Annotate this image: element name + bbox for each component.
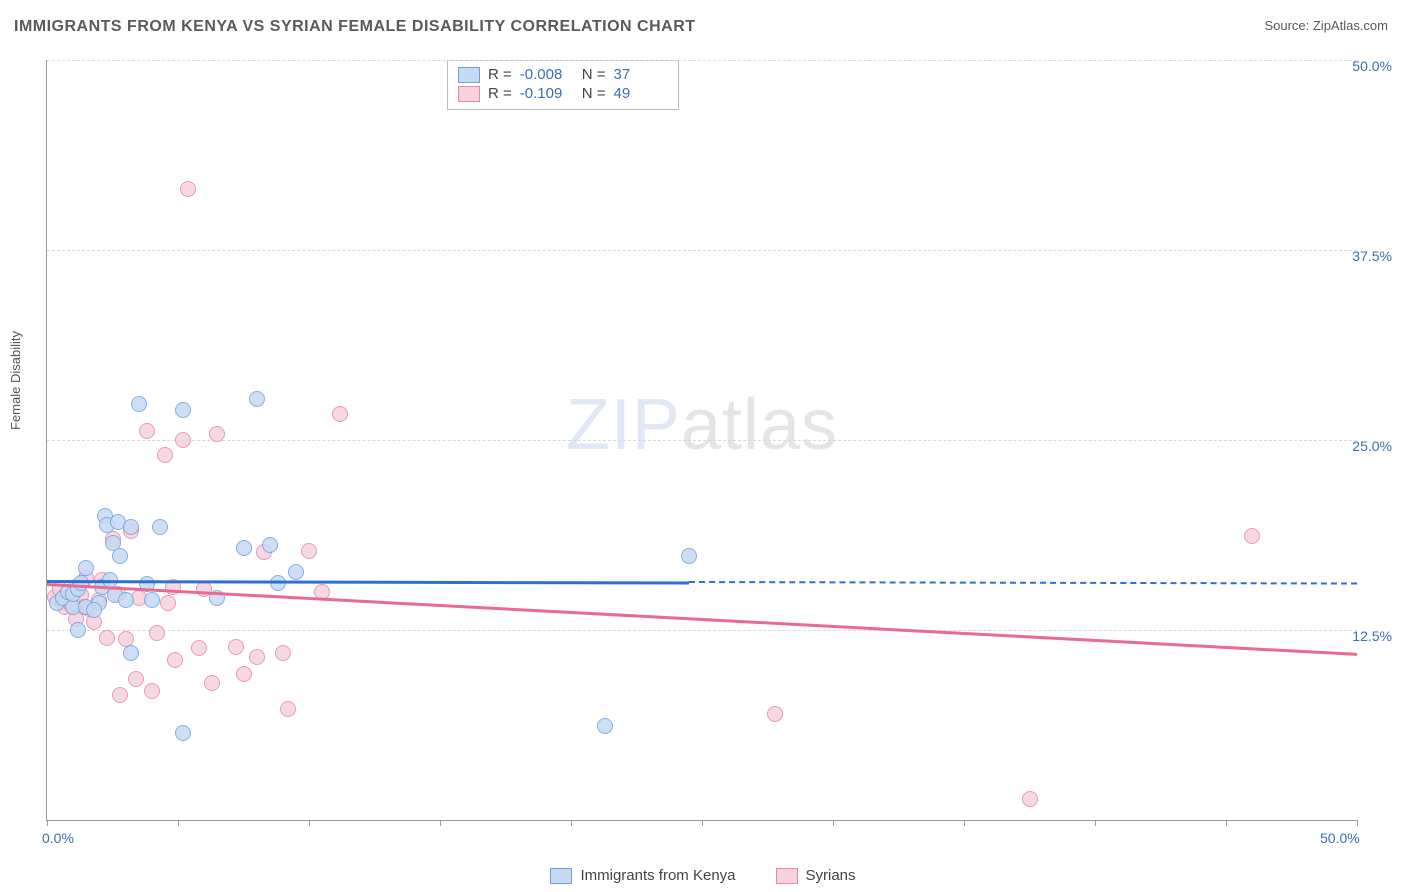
data-point — [175, 432, 191, 448]
swatch-series1 — [550, 868, 572, 884]
correlation-stats-box: R = -0.008 N = 37 R = -0.109 N = 49 — [447, 60, 679, 110]
xtick — [178, 820, 179, 826]
legend-label: Syrians — [806, 867, 856, 884]
data-point — [180, 181, 196, 197]
ytick-label: 50.0% — [1352, 58, 1392, 74]
r-value: -0.109 — [520, 85, 574, 102]
data-point — [144, 683, 160, 699]
data-point — [118, 592, 134, 608]
data-point — [191, 640, 207, 656]
data-point — [99, 630, 115, 646]
data-point — [175, 725, 191, 741]
xtick — [309, 820, 310, 826]
xtick — [1095, 820, 1096, 826]
legend-item-series2: Syrians — [776, 867, 856, 884]
legend-item-series1: Immigrants from Kenya — [550, 867, 735, 884]
watermark-light: atlas — [681, 385, 838, 465]
data-point — [78, 560, 94, 576]
data-point — [149, 625, 165, 641]
data-point — [160, 595, 176, 611]
data-point — [128, 671, 144, 687]
gridline — [47, 630, 1357, 631]
data-point — [123, 519, 139, 535]
n-label: N = — [582, 66, 606, 83]
data-point — [131, 396, 147, 412]
scatter-plot-area: ZIPatlas R = -0.008 N = 37 R = -0.109 N … — [46, 60, 1357, 821]
data-point — [228, 639, 244, 655]
data-point — [175, 402, 191, 418]
stats-row-series1: R = -0.008 N = 37 — [458, 65, 668, 84]
data-point — [301, 543, 317, 559]
swatch-series1 — [458, 67, 480, 83]
data-point — [1244, 528, 1260, 544]
trend-line — [689, 581, 1357, 585]
gridline — [47, 440, 1357, 441]
ytick-label: 12.5% — [1352, 628, 1392, 644]
xtick — [1357, 820, 1358, 826]
ytick-label: 25.0% — [1352, 438, 1392, 454]
xtick — [440, 820, 441, 826]
data-point — [280, 701, 296, 717]
data-point — [1022, 791, 1038, 807]
data-point — [209, 426, 225, 442]
xtick — [1226, 820, 1227, 826]
data-point — [152, 519, 168, 535]
r-label: R = — [488, 85, 512, 102]
data-point — [204, 675, 220, 691]
n-value: 49 — [614, 85, 668, 102]
xtick — [702, 820, 703, 826]
y-axis-label: Female Disability — [8, 331, 23, 430]
swatch-series2 — [458, 86, 480, 102]
r-value: -0.008 — [520, 66, 574, 83]
data-point — [139, 423, 155, 439]
data-point — [144, 592, 160, 608]
x-max-label: 50.0% — [1320, 830, 1360, 846]
data-point — [288, 564, 304, 580]
xtick — [964, 820, 965, 826]
n-value: 37 — [614, 66, 668, 83]
stats-row-series2: R = -0.109 N = 49 — [458, 84, 668, 103]
data-point — [70, 622, 86, 638]
watermark: ZIPatlas — [566, 384, 838, 466]
data-point — [236, 540, 252, 556]
data-point — [249, 649, 265, 665]
bottom-legend: Immigrants from Kenya Syrians — [0, 867, 1406, 884]
watermark-bold: ZIP — [566, 385, 681, 465]
data-point — [681, 548, 697, 564]
chart-title: IMMIGRANTS FROM KENYA VS SYRIAN FEMALE D… — [14, 18, 696, 36]
source-prefix: Source: — [1264, 18, 1312, 33]
source-attribution: Source: ZipAtlas.com — [1264, 18, 1388, 33]
data-point — [332, 406, 348, 422]
data-point — [236, 666, 252, 682]
data-point — [767, 706, 783, 722]
n-label: N = — [582, 85, 606, 102]
source-link[interactable]: ZipAtlas.com — [1313, 18, 1388, 33]
data-point — [112, 548, 128, 564]
data-point — [86, 602, 102, 618]
data-point — [262, 537, 278, 553]
xtick — [47, 820, 48, 826]
r-label: R = — [488, 66, 512, 83]
data-point — [597, 718, 613, 734]
data-point — [112, 687, 128, 703]
data-point — [157, 447, 173, 463]
x-min-label: 0.0% — [42, 830, 74, 846]
gridline — [47, 250, 1357, 251]
data-point — [275, 645, 291, 661]
xtick — [571, 820, 572, 826]
ytick-label: 37.5% — [1352, 248, 1392, 264]
xtick — [833, 820, 834, 826]
data-point — [123, 645, 139, 661]
swatch-series2 — [776, 868, 798, 884]
gridline — [47, 60, 1357, 61]
data-point — [167, 652, 183, 668]
legend-label: Immigrants from Kenya — [580, 867, 735, 884]
data-point — [249, 391, 265, 407]
